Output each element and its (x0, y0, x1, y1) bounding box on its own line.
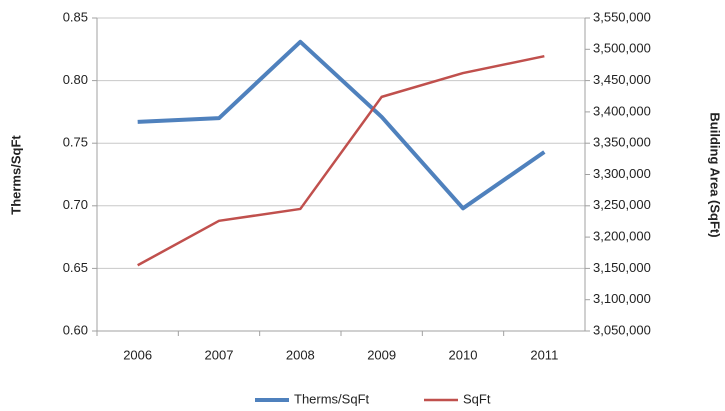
legend-label: Therms/SqFt (294, 391, 370, 406)
x-tick-label: 2010 (449, 347, 478, 362)
y2-tick-label: 3,300,000 (593, 166, 651, 181)
y-tick-label: 0.70 (63, 197, 88, 212)
y2-tick-label: 3,100,000 (593, 291, 651, 306)
series-line (137, 39, 546, 211)
y2-tick-label: 3,450,000 (593, 72, 651, 87)
y2-tick-label: 3,050,000 (593, 322, 651, 337)
series-line (137, 54, 545, 267)
y2-tick-label: 3,550,000 (593, 9, 651, 24)
y2-tick-label: 3,200,000 (593, 229, 651, 244)
x-tick-label: 2008 (286, 347, 315, 362)
y-tick-label: 0.60 (63, 322, 88, 337)
y2-tick-label: 3,500,000 (593, 41, 651, 56)
y2-tick-label: 3,250,000 (593, 197, 651, 212)
y2-axis-title: Building Area (SqFt) (708, 112, 723, 237)
y2-tick-label: 3,150,000 (593, 260, 651, 275)
x-tick-label: 2007 (205, 347, 234, 362)
y-tick-label: 0.80 (63, 72, 88, 87)
legend-label: SqFt (463, 391, 491, 406)
y-axis-title: Therms/SqFt (8, 135, 23, 215)
y2-tick-label: 3,400,000 (593, 103, 651, 118)
x-tick-label: 2009 (367, 347, 396, 362)
y-tick-label: 0.65 (63, 260, 88, 275)
y-tick-label: 0.75 (63, 135, 88, 150)
x-tick-label: 2006 (123, 347, 152, 362)
y-tick-label: 0.85 (63, 9, 88, 24)
x-tick-label: 2011 (530, 347, 558, 362)
y2-tick-label: 3,350,000 (593, 135, 651, 150)
